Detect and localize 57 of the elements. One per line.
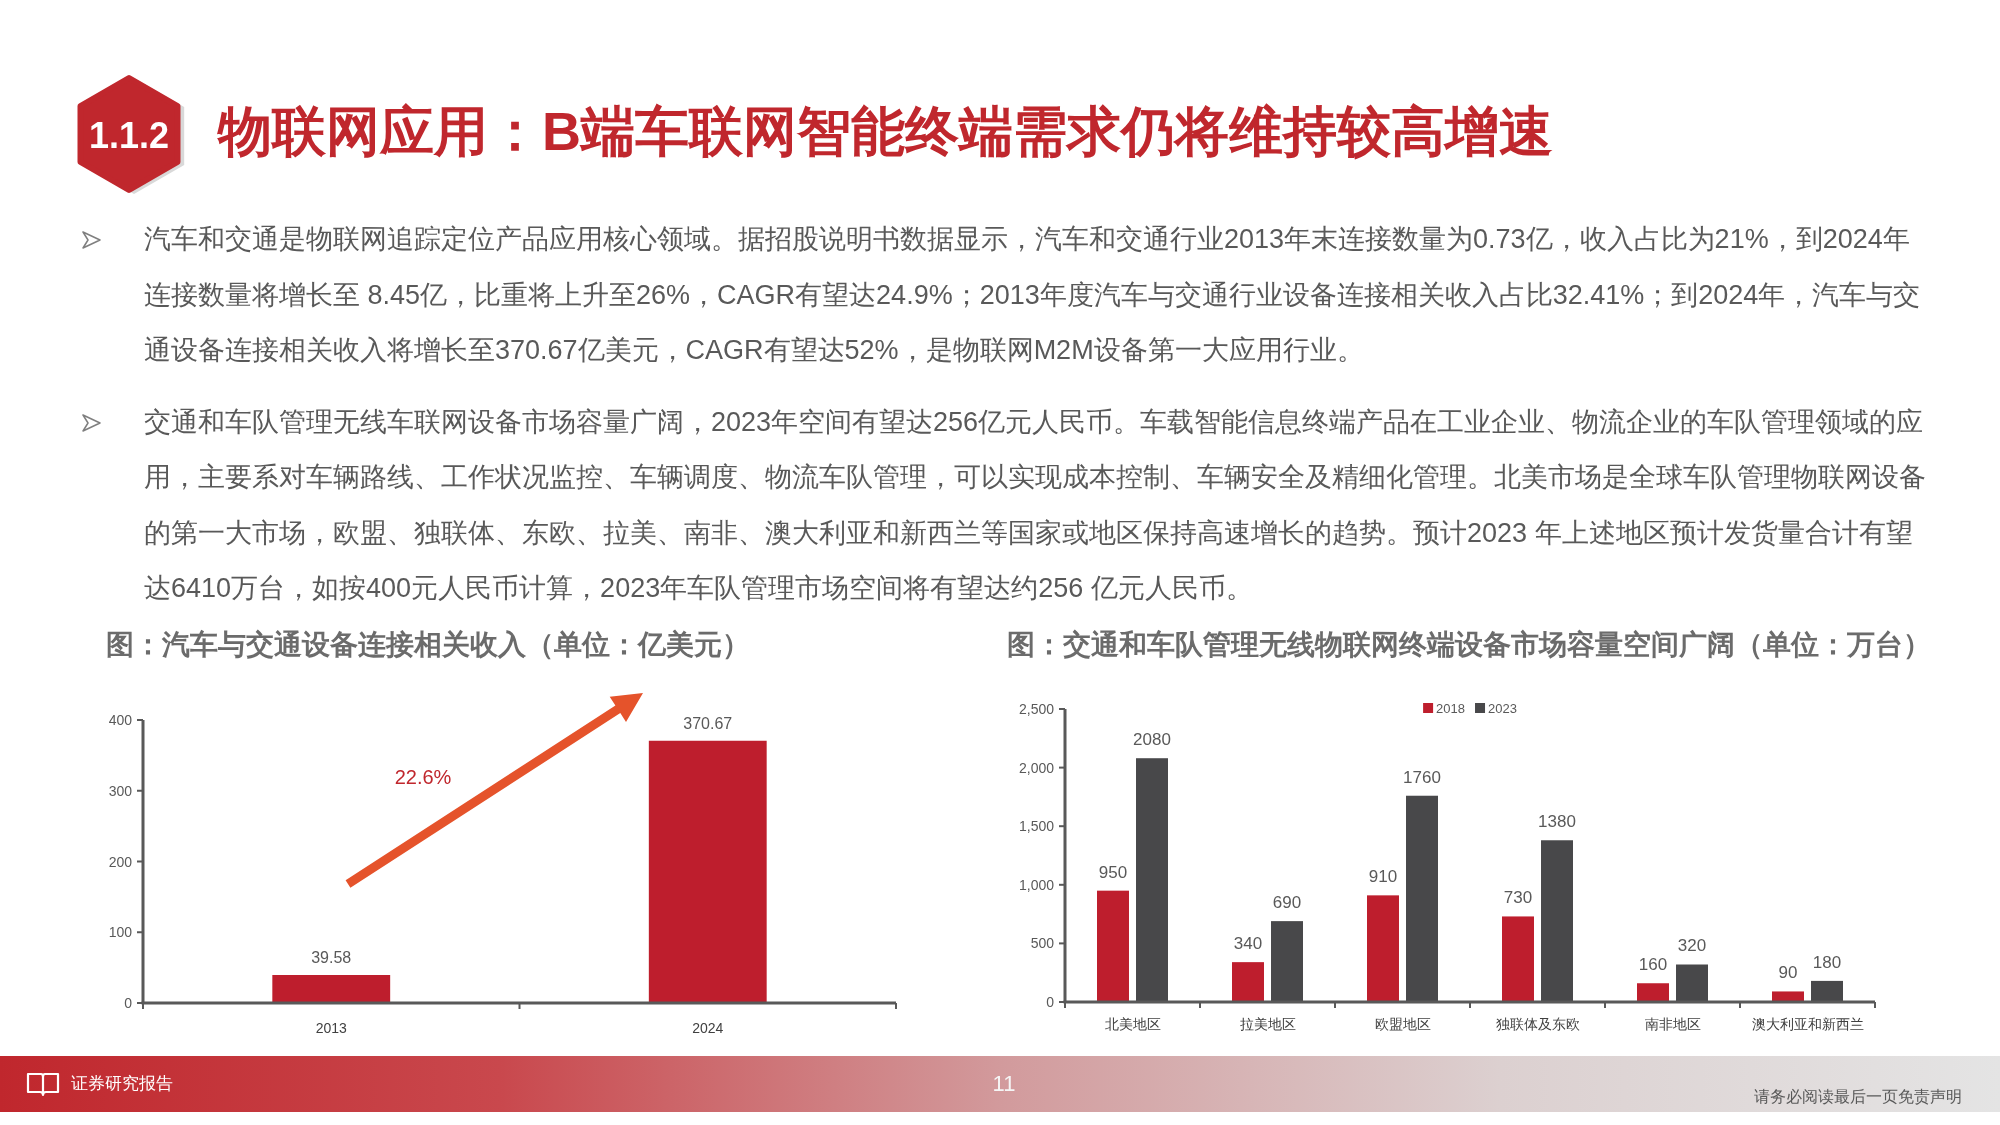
chart-title: 图：汽车与交通设备连接相关收入（单位：亿美元） (106, 628, 750, 660)
y-tick-label: 1,000 (1018, 876, 1055, 893)
text: 物联网应用：B端车联网智能终端需求仍将维持较高增速 (218, 100, 1553, 162)
data-label: 340 (1233, 934, 1263, 954)
bar (1676, 964, 1708, 1002)
data-label: 370.67 (683, 714, 733, 732)
bar (1406, 795, 1438, 1002)
data-label: 910 (1368, 867, 1398, 887)
bar (1097, 890, 1129, 1002)
x-tick-label: 2013 (315, 1020, 348, 1036)
y-tick-label: 200 (108, 853, 133, 870)
x-tick-label: 欧盟地区 (1374, 1016, 1431, 1032)
data-label: 180 (1812, 952, 1842, 972)
data-label: 39.58 (311, 949, 352, 966)
data-label: 160 (1638, 955, 1668, 975)
chart-title: 图：交通和车队管理无线物联网终端设备市场容量空间广阔（单位：万台） (1007, 628, 1931, 660)
legend-label: 2018 (1436, 700, 1466, 716)
y-tick-label: 400 (108, 712, 133, 728)
data-label: 2080 (1133, 730, 1171, 750)
annotation: 22.6% (394, 766, 452, 788)
data-label: 320 (1677, 936, 1707, 956)
legend-label: 2023 (1488, 700, 1517, 716)
y-tick-label: 1,500 (1018, 818, 1055, 835)
y-tick-label: 0 (1046, 994, 1055, 1010)
x-tick-label: 独联体及东欧 (1495, 1016, 1580, 1032)
bar (1367, 895, 1399, 1002)
data-label: 1760 (1403, 767, 1441, 787)
text: 汽车和交通是物联网追踪定位产品应用核心领域。据招股说明书数据显示，汽车和交通行业2013年末连接数量为0.73亿，收入占比为21%，到2024年连接数量将增长至 8.45亿，比重将上升至26%，CAGR有望达24.9%；2013年度汽车与交通行业设备连接相关收入占比32.41%；到2024年，汽车与交通设备连接相关收入将增长至370.67亿美元，CAGR有望达52%，是物联网M2M设备第一大应用行业。 (144, 223, 1922, 367)
data-label: 690 (1272, 893, 1302, 913)
text: 1.1.2 (88, 114, 170, 156)
text: 证券研究报告 (71, 1073, 173, 1095)
bar (1541, 840, 1573, 1002)
data-label: 950 (1098, 862, 1128, 882)
y-tick-label: 2,000 (1018, 759, 1055, 776)
y-tick-label: 100 (108, 924, 133, 941)
bar (1637, 983, 1669, 1002)
bar (1232, 962, 1264, 1002)
x-tick-label: 2024 (692, 1020, 724, 1036)
x-tick-label: 澳大利亚和新西兰 (1751, 1016, 1864, 1032)
data-label: 730 (1503, 888, 1533, 908)
y-tick-label: 0 (124, 995, 133, 1011)
y-tick-label: 2,500 (1018, 701, 1055, 717)
x-tick-label: 拉美地区 (1239, 1016, 1296, 1032)
text: 11 (991, 1070, 1017, 1098)
bar (1502, 916, 1534, 1002)
bar (1136, 758, 1168, 1002)
data-label: 1380 (1538, 812, 1576, 832)
x-tick-label: 南非地区 (1644, 1016, 1701, 1032)
bar (1271, 921, 1303, 1002)
bar (1772, 991, 1804, 1002)
text: 请务必阅读最后一页免责声明 (1754, 1087, 1962, 1107)
x-tick-label: 北美地区 (1104, 1016, 1161, 1032)
data-label: 90 (1778, 963, 1798, 983)
text: 交通和车队管理无线车联网设备市场容量广阔，2023年空间有望达256亿元人民币。车载智能信息终端产品在工业企业、物流企业的车队管理领域的应用，主要系对车辆路线、工作状况监控、车辆调度、物流车队管理，可以实现成本控制、车辆安全及精细化管理。北美市场是全球车队管理物联网设备的第一大市场，欧盟、独联体、东欧、拉美、南非、澳大利亚和新西兰等国家或地区保持高速增长的趋势。预计2023 年上述地区预计发货量合计有望达6410万台，如按400元人民币计算，2023年车队管理市场空间将有望达约256 亿元人民币。 (144, 405, 1927, 605)
bar (1811, 980, 1843, 1002)
y-tick-label: 500 (1030, 935, 1055, 952)
y-tick-label: 300 (108, 782, 133, 799)
